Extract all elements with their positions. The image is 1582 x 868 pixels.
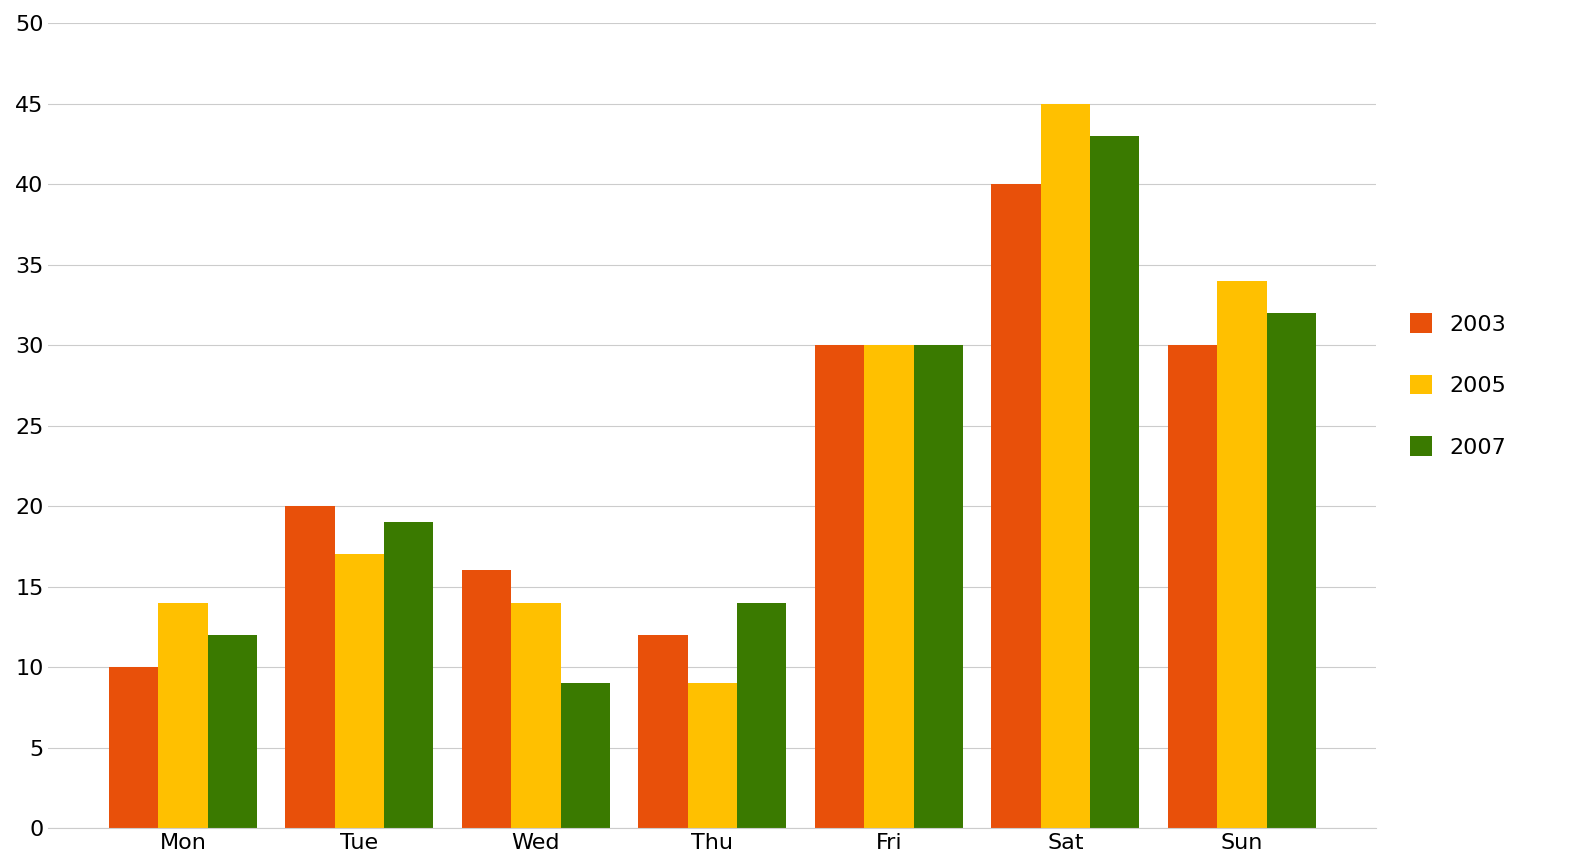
- Legend: 2003, 2005, 2007: 2003, 2005, 2007: [1400, 304, 1516, 466]
- Bar: [1267, 312, 1316, 828]
- Bar: [207, 635, 256, 828]
- Bar: [560, 683, 611, 828]
- Bar: [285, 506, 335, 828]
- Bar: [158, 602, 207, 828]
- Bar: [913, 345, 963, 828]
- Bar: [688, 683, 737, 828]
- Bar: [1168, 345, 1217, 828]
- Bar: [109, 667, 158, 828]
- Bar: [384, 523, 433, 828]
- Bar: [737, 602, 786, 828]
- Bar: [638, 635, 688, 828]
- Bar: [1090, 135, 1139, 828]
- Bar: [462, 570, 511, 828]
- Bar: [511, 602, 560, 828]
- Bar: [1217, 280, 1267, 828]
- Bar: [1041, 103, 1090, 828]
- Bar: [992, 184, 1041, 828]
- Bar: [864, 345, 913, 828]
- Bar: [335, 555, 384, 828]
- Bar: [815, 345, 864, 828]
